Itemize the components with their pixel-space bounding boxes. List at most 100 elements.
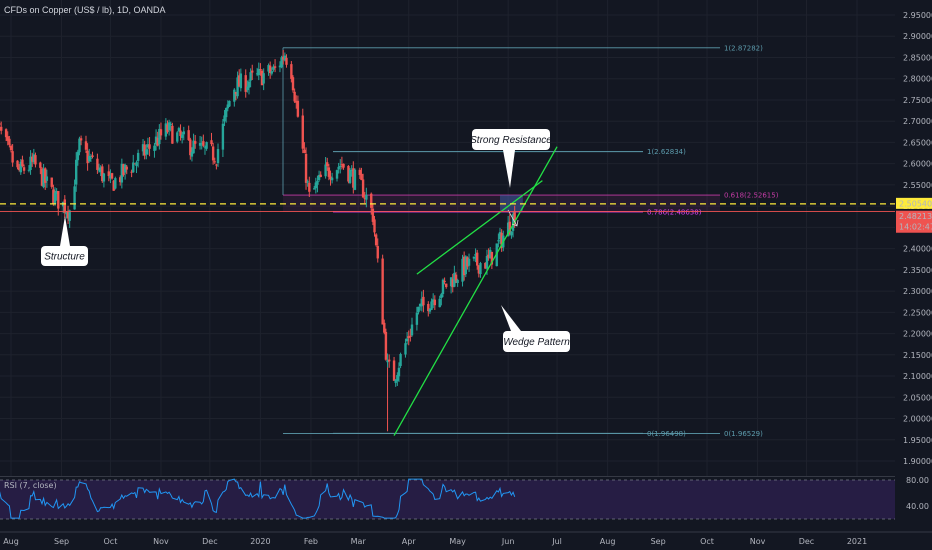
candle-up: [272, 66, 275, 70]
candle-up: [365, 194, 368, 200]
candle-up: [498, 232, 502, 240]
price-tick-label: 2.65000: [903, 138, 932, 147]
price-axis[interactable]: 2.95000 2.90000 2.85000 2.80000 2.75000 2.700…: [895, 0, 932, 550]
candle-down: [143, 144, 146, 156]
time-tick-label: Apr: [402, 537, 417, 546]
candle-up: [397, 367, 401, 377]
candle-down: [340, 164, 344, 166]
candle-down: [352, 168, 355, 188]
candle-down: [11, 151, 14, 163]
fib-level-label: 1(2.87282): [724, 44, 763, 52]
time-tick-label: 2020: [250, 537, 270, 546]
candle-down: [40, 168, 44, 186]
candle-up: [474, 254, 477, 256]
candle-up: [45, 176, 49, 181]
candle-up: [456, 279, 459, 283]
candle-up: [88, 155, 91, 162]
candle-up: [97, 169, 101, 171]
candle-down: [101, 166, 104, 182]
candle-up: [176, 132, 179, 142]
candle-up: [135, 162, 138, 166]
candle-down: [282, 56, 285, 60]
price-tick-label: 2.75000: [903, 96, 932, 105]
candle-up: [154, 136, 158, 145]
price-tick-label: 2.00000: [903, 415, 932, 424]
candle-up: [428, 308, 432, 312]
price-tick-label: 2.55000: [903, 181, 932, 190]
candle-up: [396, 375, 399, 381]
candle-down: [79, 138, 83, 141]
price-tick-label: 2.15000: [903, 351, 932, 360]
candle-up: [246, 86, 249, 91]
candle-up: [438, 298, 441, 308]
candle-up: [348, 169, 352, 183]
candle-down: [50, 177, 53, 187]
candle-up: [180, 134, 184, 138]
candle-down: [189, 139, 192, 156]
candle-up: [120, 163, 124, 183]
candle-up: [278, 65, 282, 68]
candle-up: [109, 175, 112, 179]
candle-up: [167, 122, 171, 131]
candle-down: [156, 137, 159, 146]
time-tick-label: 2021: [847, 537, 867, 546]
time-tick-label: Feb: [304, 537, 318, 546]
price-axis-background: [895, 0, 932, 550]
candle-down: [119, 177, 122, 183]
candle-down: [381, 258, 384, 325]
candle-down: [445, 283, 448, 288]
candle-up: [306, 181, 309, 183]
candle-down: [166, 124, 169, 132]
candle-up: [239, 73, 243, 89]
candle-down: [392, 360, 396, 381]
candle-down: [110, 173, 114, 179]
fib-level-label: 0.618(2.52615): [724, 192, 779, 200]
candle-down: [125, 166, 128, 170]
price-tick-label: 2.30000: [903, 287, 932, 296]
candle-down: [16, 160, 19, 168]
candle-up: [99, 167, 102, 172]
candle-up: [141, 144, 145, 152]
price-tick-label: 2.95000: [903, 11, 932, 20]
candle-up: [200, 143, 203, 145]
candle-up: [76, 151, 80, 161]
candle-down: [433, 299, 437, 306]
rsi-level-label: 40.00: [906, 502, 929, 511]
candle-down: [6, 136, 9, 141]
time-tick-label: Aug: [600, 537, 616, 546]
candle-up: [132, 162, 135, 173]
candle-up: [317, 175, 321, 181]
candle-down: [4, 129, 8, 138]
candle-up: [146, 144, 150, 148]
candle-up: [216, 149, 220, 164]
candle-up: [102, 173, 106, 182]
candle-down: [295, 101, 298, 103]
countdown-text: 14:02:47: [899, 223, 932, 232]
candle-up: [145, 149, 148, 155]
candle-down: [238, 75, 241, 87]
structure-callout-tail: [60, 216, 70, 246]
candles: [0, 50, 516, 432]
time-tick-label: Aug: [3, 537, 19, 546]
candle-down: [202, 141, 205, 146]
candle-down: [63, 199, 66, 213]
callouts: Strong Resistance Structure Wedge Pattern: [41, 129, 570, 352]
candle-up: [335, 170, 339, 179]
candle-up: [190, 151, 194, 157]
wedge-pattern-lines[interactable]: [393, 146, 558, 436]
candle-up: [262, 73, 265, 84]
candle-down: [213, 161, 216, 163]
current-price-text: 2.50540: [899, 199, 932, 208]
rsi-band: [0, 480, 895, 519]
candle-down: [475, 252, 479, 266]
candle-up: [314, 182, 318, 189]
candle-down: [477, 265, 481, 274]
time-axis[interactable]: Aug Sep Oct Nov Dec 2020 Feb Mar Apr May Jun Jul Aug…: [0, 531, 932, 550]
candle-down: [57, 191, 60, 209]
candle-down: [187, 130, 190, 141]
candle-down: [490, 251, 494, 265]
candle-down: [387, 359, 391, 362]
candle-down: [52, 189, 55, 205]
price-tick-label: 2.80000: [903, 75, 932, 84]
